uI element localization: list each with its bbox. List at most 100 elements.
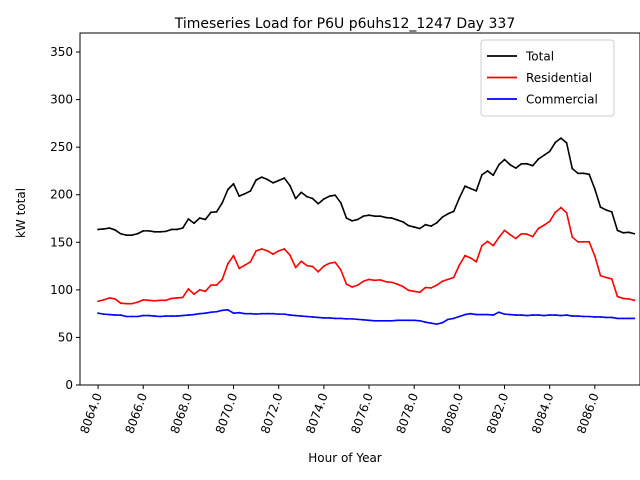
data-point-total [582,172,585,175]
data-point-residential [537,227,540,230]
data-point-total [289,184,291,187]
data-point-commercial [616,317,619,320]
data-point-residential [102,298,105,301]
data-point-residential [255,249,258,252]
data-point-total [543,154,545,157]
data-point-total [554,141,557,144]
data-point-commercial [588,315,591,318]
data-point-total [447,212,449,215]
data-point-residential [322,265,325,267]
data-point-commercial [114,314,116,316]
data-point-residential [232,254,235,257]
data-point-commercial [334,317,337,320]
data-point-total [114,229,116,231]
y-axis-title: kW total [14,188,28,238]
data-point-total [396,219,399,221]
data-point-commercial [475,313,478,316]
data-point-residential [142,298,145,301]
data-point-residential [622,297,624,300]
x-axis-title: Hour of Year [308,451,382,465]
data-point-total [193,222,195,225]
data-point-residential [475,260,478,263]
data-point-commercial [509,313,512,316]
data-point-total [407,224,410,227]
data-point-residential [424,286,427,289]
data-point-residential [593,255,596,257]
data-point-total [311,197,314,200]
data-point-total [136,232,139,235]
data-point-residential [531,235,534,238]
data-point-commercial [339,317,342,320]
data-point-residential [571,236,574,238]
data-point-commercial [125,315,128,318]
y-tick-label: 200 [50,188,73,202]
data-point-residential [277,249,280,252]
data-point-total [385,216,387,219]
data-point-residential [464,254,466,257]
data-point-commercial [255,313,258,316]
data-point-commercial [289,314,291,316]
data-point-commercial [627,317,630,320]
data-point-residential [170,297,173,300]
data-point-total [605,209,608,211]
data-point-commercial [277,313,280,316]
data-point-commercial [136,315,139,318]
data-point-residential [260,248,263,250]
data-point-residential [272,253,274,256]
data-point-commercial [481,313,483,316]
data-point-residential [159,299,162,302]
data-point-total [503,158,506,161]
data-point-total [441,216,444,218]
data-point-commercial [311,316,314,318]
data-point-commercial [131,315,133,318]
chart-title: Timeseries Load for P6U p6uhs12_1247 Day… [174,16,516,32]
data-point-total [159,230,162,233]
data-point-residential [368,278,370,281]
data-point-commercial [102,313,105,316]
data-point-residential [238,267,241,270]
series-line-residential [97,206,635,305]
series-line-commercial [97,309,635,325]
data-point-commercial [441,321,444,324]
data-point-total [102,228,105,230]
data-point-commercial [147,314,150,317]
data-point-total [277,179,280,182]
data-point-total [125,234,128,237]
data-point-residential [565,211,568,214]
y-tick-label: 0 [65,378,73,392]
data-point-residential [503,229,506,232]
data-point-total [373,215,376,218]
data-point-commercial [385,319,387,322]
data-point-total [458,197,461,199]
data-point-residential [509,233,512,236]
data-point-residential [492,244,495,247]
data-point-commercial [633,317,636,320]
data-point-residential [243,264,246,267]
data-point-residential [249,260,252,263]
data-point-residential [385,280,387,283]
y-axis: 0 50 100 150 200 250 300 350 [50,45,80,392]
data-point-total [227,188,229,191]
data-point-commercial [210,311,212,314]
data-point-residential [317,270,320,273]
data-point-residential [373,279,376,282]
plot-frame [79,32,640,386]
data-point-total [418,227,421,230]
data-point-commercial [215,310,218,313]
data-point-residential [633,299,636,302]
data-point-commercial [272,312,274,315]
data-point-commercial [390,319,393,322]
data-point-total [356,218,359,221]
data-point-total [249,190,252,192]
data-point-commercial [622,317,624,320]
data-point-residential [351,286,353,288]
data-point-total [334,194,337,197]
data-point-total [548,150,551,153]
data-point-commercial [379,319,382,322]
data-point-residential [193,293,195,296]
data-point-total [266,178,269,181]
data-point-residential [362,280,365,283]
data-point-total [627,231,630,234]
data-point-commercial [452,317,455,320]
